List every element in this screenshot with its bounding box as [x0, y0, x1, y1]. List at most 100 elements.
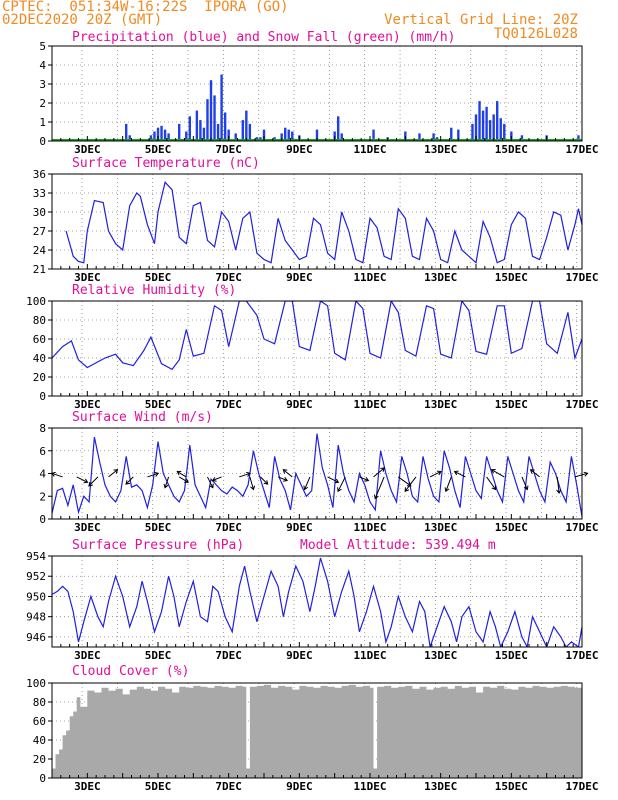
wind-vector-head [209, 483, 214, 489]
precip-ytick-label: 4 [39, 59, 46, 72]
temperature-ytick-label: 36 [33, 168, 46, 181]
panel-title-cloud-cover: Cloud Cover (%) [72, 664, 190, 679]
humidity-ytick-label: 100 [26, 295, 46, 308]
wind-vector [404, 476, 417, 492]
precip-bar [199, 120, 202, 141]
precip-bar [241, 120, 244, 141]
humidity-xtick-label: 13DEC [424, 398, 457, 411]
precip-bar [503, 123, 506, 141]
panel-title-wind: Surface Wind (m/s) [72, 410, 213, 425]
precip-xtick-label: 11DEC [353, 143, 386, 156]
precip-xtick-label: 5DEC [145, 143, 172, 156]
humidity-xtick-label: 15DEC [495, 398, 528, 411]
cloud-ytick-label: 40 [33, 734, 46, 747]
humidity-ytick-label: 80 [33, 314, 46, 327]
precip-bar [457, 129, 460, 141]
precip-bar [128, 135, 131, 141]
precip-bar [153, 131, 156, 141]
panel-title-temperature: Surface Temperature (nC) [72, 156, 260, 171]
humidity-xtick-label: 9DEC [286, 398, 313, 411]
humidity-xtick-label: 5DEC [145, 398, 172, 411]
wind-vector-head [154, 471, 160, 477]
wind-vector-head [282, 469, 288, 474]
cloud-ytick-label: 100 [26, 677, 46, 690]
wind-vector-head [337, 487, 342, 493]
precip-bar [432, 133, 435, 141]
precip-bar [280, 133, 283, 141]
wind-vector-head [334, 478, 340, 484]
wind-vector-head [283, 476, 288, 482]
wind-vector [260, 476, 269, 485]
precip-bar [223, 112, 227, 141]
precip-bar [202, 127, 206, 141]
precip-bar [227, 129, 230, 141]
wind-vector [359, 476, 369, 481]
precip-bar [185, 131, 188, 141]
wind-vector [207, 476, 214, 488]
precip-bar [481, 110, 485, 141]
pressure-series-line [52, 557, 582, 647]
wind-vector-head [246, 471, 251, 477]
wind-vector-head [404, 487, 410, 493]
header-station: CPTEC: 051:34W-16:22S IPORA (GO) [2, 0, 289, 15]
temperature-xtick-label: 9DEC [286, 271, 313, 284]
precip-bar [216, 123, 220, 141]
header-code: TQ0126L028 [493, 26, 578, 42]
panel-title-humidity: Relative Humidity (%) [72, 283, 237, 298]
wind-vector-head [88, 481, 93, 487]
wind-vector [125, 476, 134, 485]
wind-vector-head [380, 467, 386, 472]
pressure-ytick-label: 948 [26, 611, 46, 624]
pressure-xtick-label: 5DEC [145, 649, 172, 662]
wind-vector-head [113, 469, 119, 474]
wind-ytick-label: 4 [39, 468, 46, 481]
wind-vector [108, 469, 118, 478]
wind-xtick-label: 5DEC [145, 521, 172, 534]
wind-vector-head [583, 471, 589, 477]
precip-bar [163, 129, 167, 141]
precip-bar [478, 101, 481, 141]
humidity-ytick-label: 20 [33, 371, 46, 384]
wind-vector-head [490, 469, 496, 474]
cloud-xtick-label: 11DEC [353, 780, 386, 793]
wind-vector [556, 476, 560, 494]
precip-ytick-label: 1 [39, 116, 46, 129]
wind-series-line [52, 433, 582, 517]
pressure-ytick-label: 954 [26, 550, 46, 563]
pressure-ytick-label: 946 [26, 631, 46, 644]
panel-title-pressure: Surface Pressure (hPa) [72, 538, 245, 553]
cloud-xtick-label: 17DEC [565, 780, 598, 793]
wind-xtick-label: 15DEC [495, 521, 528, 534]
wind-xtick-label: 7DEC [215, 521, 242, 534]
precip-xtick-label: 13DEC [424, 143, 457, 156]
pressure-xtick-label: 11DEC [353, 649, 386, 662]
wind-vector-head [250, 485, 256, 491]
wind-vector [282, 469, 293, 478]
wind-ytick-label: 2 [39, 490, 46, 503]
temperature-ytick-label: 21 [33, 263, 46, 276]
temperature-xtick-label: 15DEC [495, 271, 528, 284]
precip-bar [220, 74, 223, 141]
humidity-ytick-label: 0 [39, 390, 46, 403]
wind-xtick-label: 17DEC [565, 521, 598, 534]
precip-bar [188, 116, 191, 141]
header-date: 02DEC2020 20Z (GMT) [2, 12, 163, 28]
precip-bar [160, 125, 163, 141]
precip-ytick-label: 0 [39, 135, 46, 148]
wind-vector [164, 476, 170, 488]
pressure-altitude-note: Model Altitude: 539.494 m [300, 538, 496, 553]
pressure-xtick-label: 9DEC [286, 649, 313, 662]
cloud-xtick-label: 13DEC [424, 780, 457, 793]
pressure-ytick-label: 950 [26, 590, 46, 603]
temperature-xtick-label: 17DEC [565, 271, 598, 284]
wind-vector-head [523, 485, 529, 491]
precip-bar [213, 95, 216, 141]
wind-vector [574, 472, 588, 478]
precip-xtick-label: 15DEC [495, 143, 528, 156]
wind-vector [239, 472, 251, 478]
precip-bar [577, 135, 580, 141]
humidity-xtick-label: 17DEC [565, 398, 598, 411]
precip-bar [499, 118, 502, 141]
wind-vector [486, 476, 497, 490]
wind-vector-head [303, 485, 309, 491]
